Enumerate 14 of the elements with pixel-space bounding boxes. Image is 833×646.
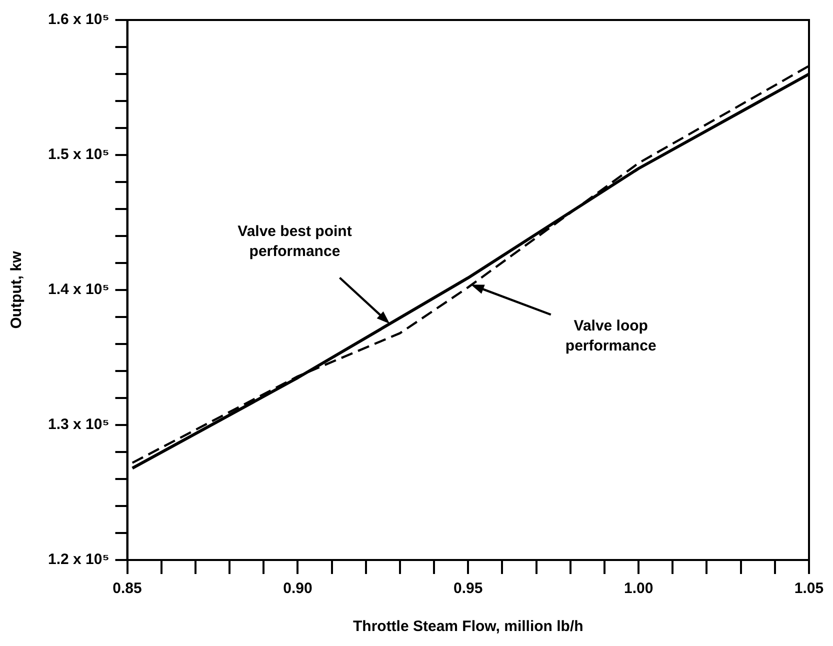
x-axis-title: Throttle Steam Flow, million lb/h bbox=[352, 618, 584, 636]
x-tick-label: 1.00 bbox=[624, 580, 654, 598]
y-tick-label: 1.2 x 10⁵ bbox=[48, 551, 110, 568]
y-tick-label: 1.4 x 10⁵ bbox=[48, 281, 110, 298]
annotation: Valve best point performance bbox=[238, 222, 352, 260]
y-tick-label: 1.5 x 10⁵ bbox=[48, 146, 110, 164]
y-axis-title: Output, kw bbox=[8, 250, 26, 329]
annotation: Valve loop performance bbox=[565, 318, 656, 355]
x-tick-label: 0.95 bbox=[454, 580, 483, 598]
y-tick-label: 1.3 x 10⁵ bbox=[48, 416, 110, 434]
x-tick-label: 1.05 bbox=[794, 580, 824, 598]
y-tick-label: 1.6 x 10⁵ bbox=[48, 11, 110, 28]
x-tick-label: 0.85 bbox=[112, 580, 142, 598]
x-tick-label: 0.90 bbox=[283, 580, 312, 598]
